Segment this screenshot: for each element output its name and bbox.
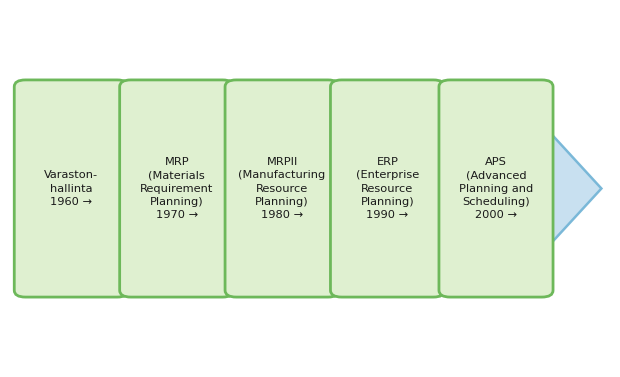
FancyBboxPatch shape <box>330 80 445 297</box>
Text: APS
(Advanced
Planning and
Scheduling)
2000 →: APS (Advanced Planning and Scheduling) 2… <box>459 157 533 220</box>
FancyBboxPatch shape <box>439 80 553 297</box>
FancyBboxPatch shape <box>120 80 234 297</box>
Text: MRPII
(Manufacturing
Resource
Planning)
1980 →: MRPII (Manufacturing Resource Planning) … <box>239 157 326 220</box>
Text: ERP
(Enterprise
Resource
Planning)
1990 →: ERP (Enterprise Resource Planning) 1990 … <box>356 157 419 220</box>
Text: MRP
(Materials
Requirement
Planning)
1970 →: MRP (Materials Requirement Planning) 197… <box>140 157 213 220</box>
Polygon shape <box>19 92 601 285</box>
Text: Varaston-
hallinta
1960 →: Varaston- hallinta 1960 → <box>44 170 99 207</box>
FancyBboxPatch shape <box>225 80 339 297</box>
FancyBboxPatch shape <box>14 80 128 297</box>
